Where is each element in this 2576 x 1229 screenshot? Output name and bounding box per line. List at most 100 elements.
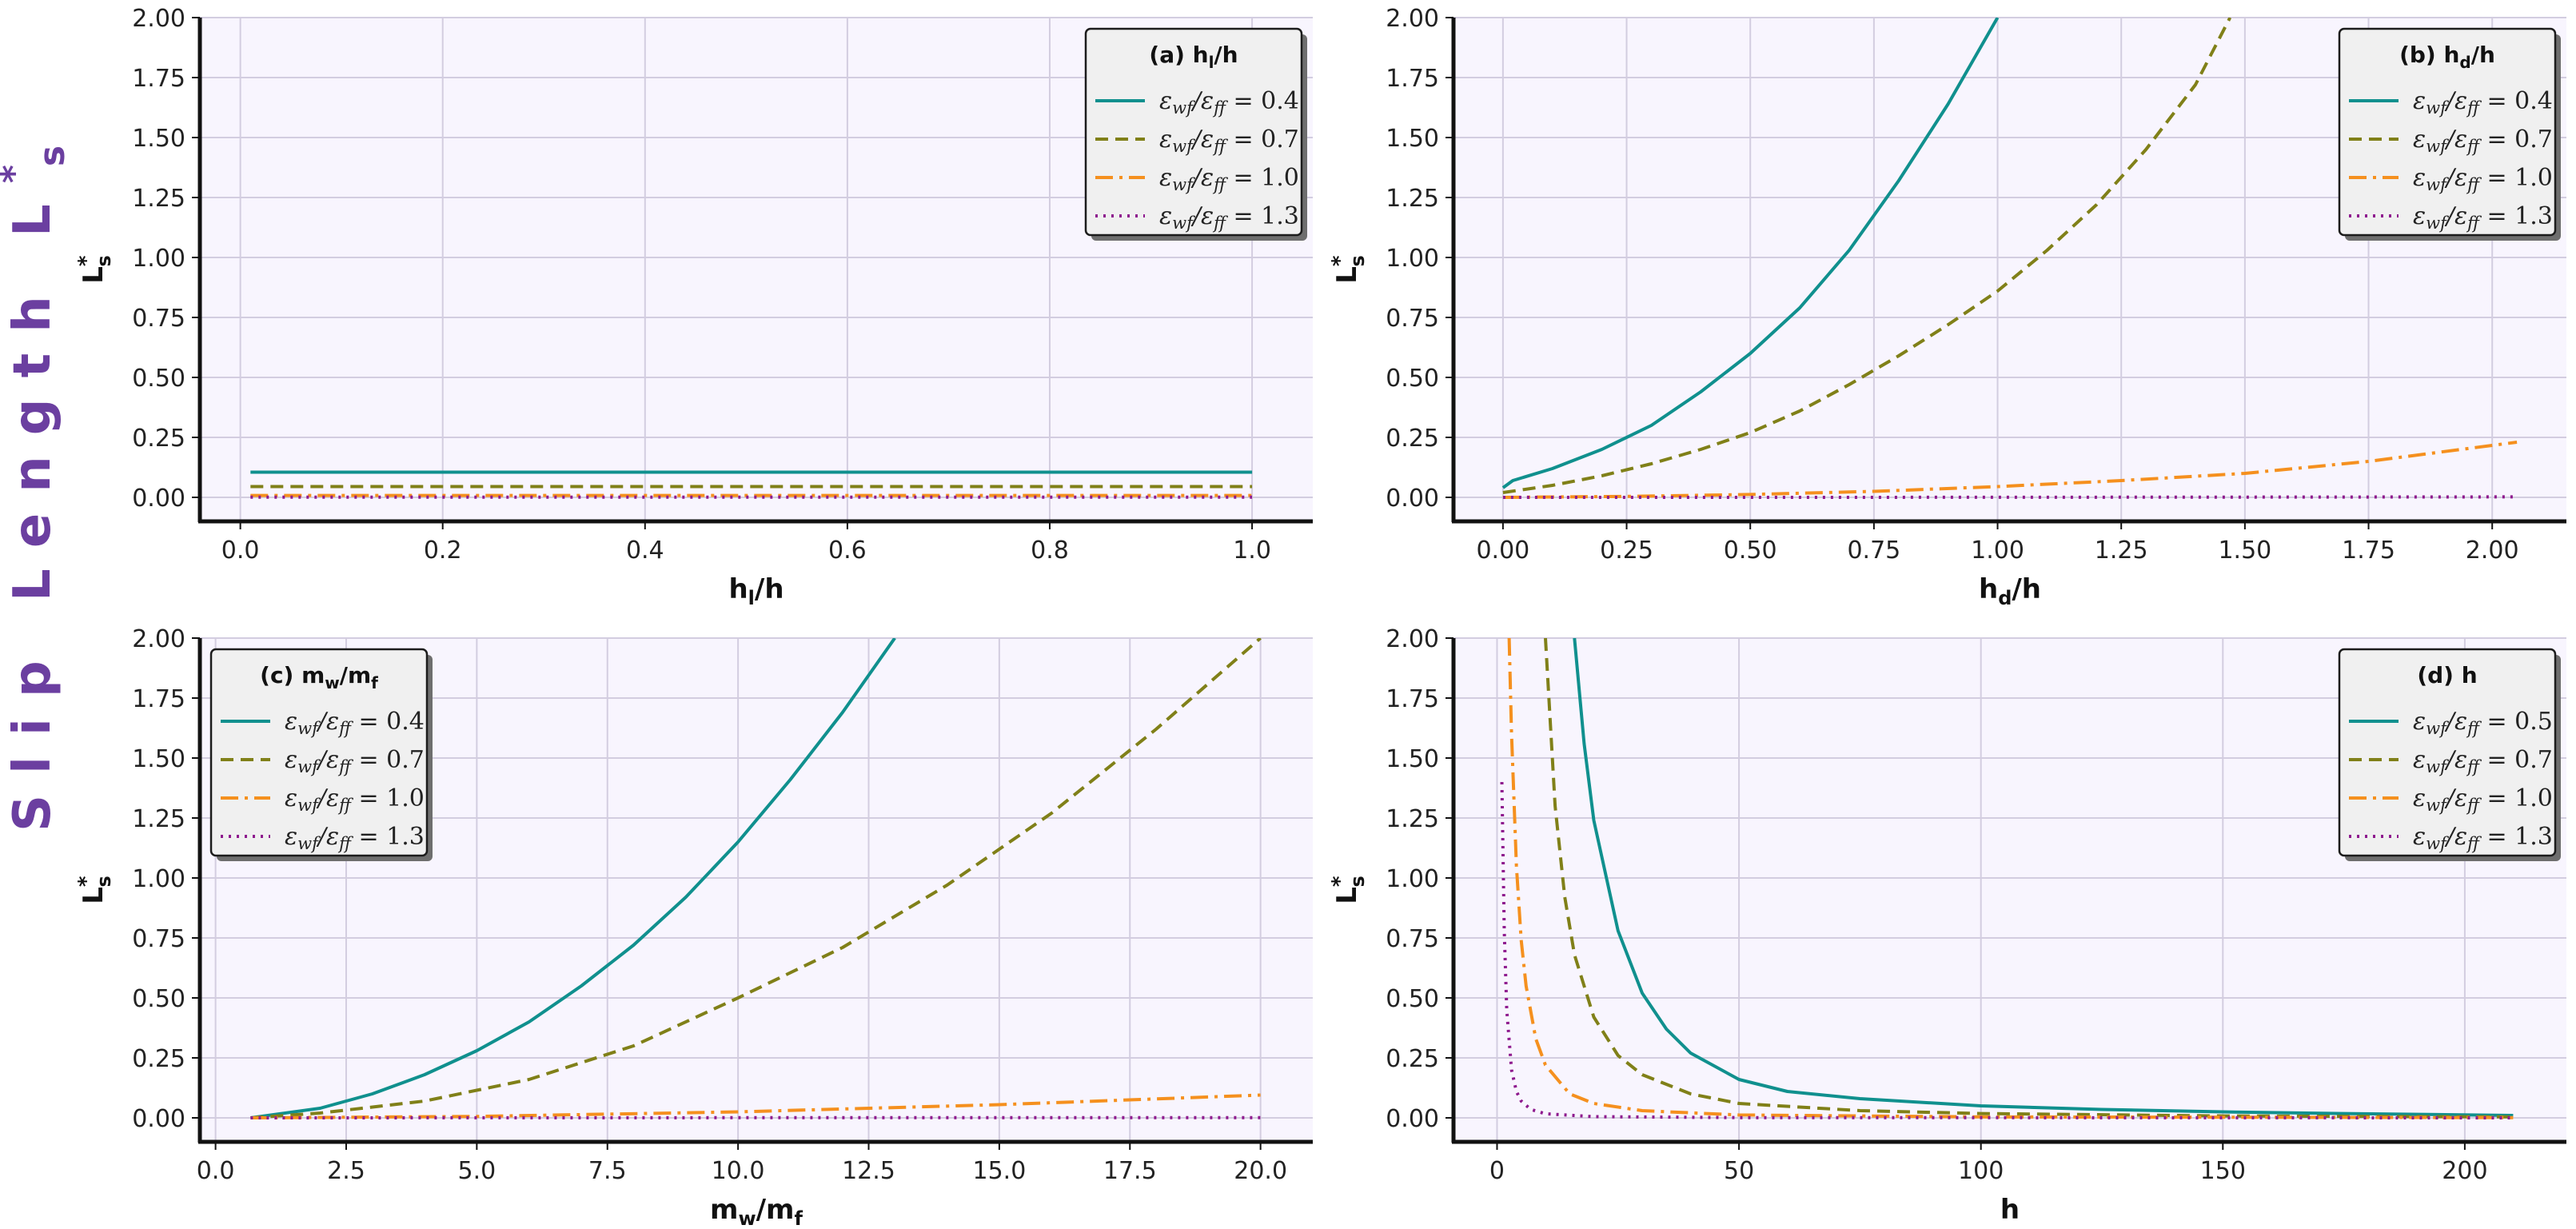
legend-label-value: = 0.5	[2479, 708, 2553, 736]
series-lines	[250, 470, 1253, 499]
y-axis-label-main: L	[1331, 887, 1363, 904]
legend-label-sub-ff: ff	[1212, 137, 1228, 156]
x-axis-label-main: h	[1979, 573, 1998, 605]
legend-label-prefix: ε	[2413, 708, 2426, 736]
legend-label-sub-wf: wf	[297, 796, 321, 815]
x-tick-label: 2.00	[2466, 537, 2519, 565]
legend-label-3: εwf/εff = 1.0	[1159, 164, 1299, 194]
y-tick-label: 1.75	[1386, 685, 1439, 713]
x-tick-label: 0.2	[424, 537, 462, 565]
legend-box	[2338, 27, 2557, 237]
x-tick-label: 0.00	[1476, 537, 1529, 565]
legend-label-value: = 1.0	[1226, 164, 1299, 192]
y-axis-label-sub: s	[1346, 876, 1369, 887]
legend-label-sub-ff: ff	[1212, 175, 1228, 194]
legend-label-sub-wf: wf	[2426, 137, 2449, 156]
legend-title: (b) hd/h	[2399, 42, 2495, 72]
legend-label-3: εwf/εff = 1.0	[285, 784, 425, 815]
legend-label-2: εwf/εff = 0.7	[1159, 126, 1299, 156]
x-tick-label: 10.0	[712, 1157, 765, 1185]
legend-label-sub-ff: ff	[337, 719, 353, 738]
legend-label-sub-ff: ff	[337, 834, 353, 853]
y-tick-label: 1.00	[1386, 865, 1439, 893]
legend-label-value: = 0.7	[2479, 126, 2553, 154]
legend-box	[1084, 27, 1303, 237]
legend-box	[2338, 648, 2557, 857]
legend-label-mid: /ε	[316, 784, 339, 812]
y-tick-label: 0.00	[132, 485, 185, 513]
legend-label-prefix: ε	[2413, 164, 2426, 192]
series-line-2	[250, 638, 1262, 1119]
x-tick-label: 100	[1958, 1157, 2004, 1185]
x-tick-label: 1.75	[2342, 537, 2395, 565]
x-axis-label-sub: l	[748, 587, 755, 609]
legend-label-sub-wf: wf	[2426, 796, 2449, 815]
legend-label-mid: /ε	[1190, 202, 1214, 230]
y-tick-label: 2.00	[1386, 625, 1439, 653]
x-tick-label: 20.0	[1234, 1157, 1287, 1185]
legend-label-mid: /ε	[2444, 708, 2467, 736]
legend-label-1: εwf/εff = 0.4	[285, 708, 425, 738]
y-tick-label: 1.00	[132, 865, 185, 893]
legend-label-sub-wf: wf	[2426, 757, 2449, 776]
legend-label-sub-wf: wf	[2426, 719, 2449, 738]
legend-label-prefix: ε	[2413, 126, 2426, 154]
y-tick-label: 0.25	[1386, 425, 1439, 453]
series-line-2	[1544, 638, 2514, 1119]
y-tick-label: 0.00	[132, 1105, 185, 1133]
legend-label-sub-ff: ff	[2466, 834, 2482, 853]
panels: 0.0 0.2 0.4 0.6 0.8 1.00.000.250.500.751.001.…	[74, 5, 2566, 1229]
legend-label-sub-wf: wf	[1172, 213, 1195, 233]
x-axis-label-tail: /h	[2012, 573, 2041, 605]
y-tick-label: 0.25	[1386, 1045, 1439, 1073]
legend-label-sub-ff: ff	[337, 796, 353, 815]
legend-title-main: (a) h	[1149, 42, 1208, 68]
legend-label-value: = 1.3	[2479, 202, 2553, 230]
y-tick-label: 1.75	[1386, 65, 1439, 93]
legend-label-4: εwf/εff = 1.3	[2413, 823, 2553, 853]
series-line-1	[1501, 18, 2000, 489]
legend-label-sub-ff: ff	[2466, 137, 2482, 156]
legend-label-prefix: ε	[285, 823, 297, 851]
legend-label-value: = 1.3	[2479, 823, 2553, 851]
legend-label-mid: /ε	[316, 708, 339, 736]
legend-label-sub-ff: ff	[2466, 98, 2482, 118]
y-axis-label-sub: s	[1346, 255, 1369, 266]
x-tick-label: 12.5	[842, 1157, 895, 1185]
y-tick-label: 1.25	[1386, 185, 1439, 213]
legend-label-prefix: ε	[2413, 87, 2426, 115]
legend-label-value: = 1.3	[1226, 202, 1299, 230]
y-tick-label: 1.00	[1386, 245, 1439, 273]
y-axis-label-main: L	[78, 266, 110, 284]
series-lines	[250, 638, 1262, 1119]
legend-label-sub-wf: wf	[2426, 175, 2449, 194]
x-tick-label: 1.00	[1971, 537, 2024, 565]
legend-label-sub-ff: ff	[1212, 213, 1228, 233]
y-tick-label: 0.75	[132, 925, 185, 953]
x-tick-label: 200	[2442, 1157, 2487, 1185]
x-tick-label: 1.50	[2218, 537, 2271, 565]
y-tick-label: 1.75	[132, 685, 185, 713]
legend-label-sub-ff: ff	[2466, 757, 2482, 776]
legend-label-sub-wf: wf	[1172, 98, 1195, 118]
x-axis-label-main: m	[710, 1194, 738, 1226]
legend-label-4: εwf/εff = 1.3	[285, 823, 425, 853]
legend-label-prefix: ε	[285, 708, 297, 736]
y-tick-label: 0.00	[1386, 485, 1439, 513]
y-axis-label-main: L	[78, 887, 110, 904]
series-line-3	[250, 1093, 1261, 1119]
legend-label-mid: /ε	[1190, 126, 1214, 154]
legend-label-mid: /ε	[2444, 164, 2467, 192]
legend-label-sub-ff: ff	[2466, 719, 2482, 738]
legend-label-value: = 1.3	[351, 823, 425, 851]
legend-label-sub-wf: wf	[297, 719, 321, 738]
figure-y-title-sub: s	[32, 125, 73, 166]
legend-title: (a) hl/h	[1149, 42, 1238, 72]
x-tick-label: 0.25	[1600, 537, 1653, 565]
legend-box	[209, 648, 429, 857]
x-axis-label-tail: /h	[755, 573, 784, 605]
y-tick-label: 0.50	[132, 365, 185, 393]
legend-label-value: = 0.4	[1226, 87, 1299, 115]
legend-label-value: = 0.7	[2479, 746, 2553, 774]
